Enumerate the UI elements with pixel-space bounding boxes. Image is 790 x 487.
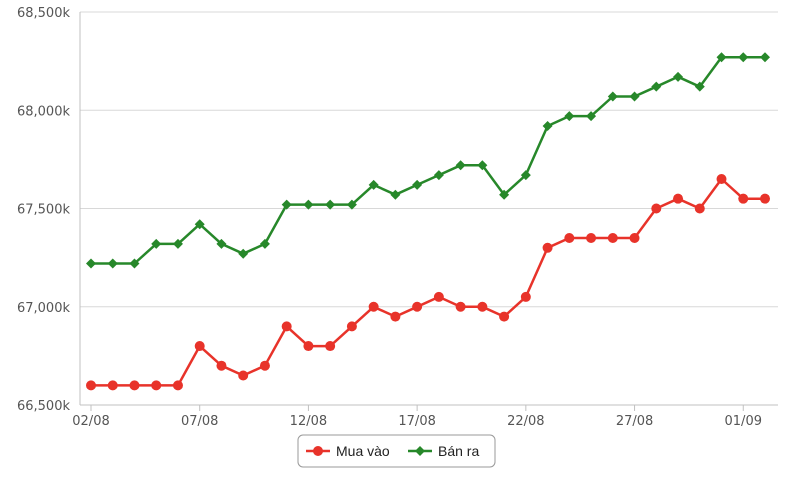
series-line-ban-ra (91, 55, 765, 265)
point-mua-vao (129, 380, 140, 391)
point-ban-ra (390, 189, 401, 200)
point-ban-ra (564, 111, 575, 122)
point-ban-ra (303, 199, 314, 210)
point-ban-ra (433, 170, 444, 181)
point-ban-ra (281, 199, 292, 210)
series-group (86, 52, 770, 391)
point-mua-vao (303, 341, 314, 352)
y-axis: 66,500k 67,000k 67,500k 68,000k 68,500k (17, 6, 81, 414)
y-tick-label: 67,500k (17, 203, 70, 218)
point-mua-vao (607, 232, 618, 243)
point-ban-ra (107, 258, 118, 269)
point-mua-vao (238, 370, 249, 381)
point-ban-ra (129, 258, 140, 269)
point-mua-vao (520, 291, 531, 302)
point-ban-ra (172, 238, 183, 249)
point-mua-vao (542, 242, 553, 253)
point-ban-ra (412, 179, 423, 190)
point-mua-vao (629, 232, 640, 243)
y-tick-label: 67,000k (17, 301, 70, 316)
point-ban-ra (259, 238, 270, 249)
point-mua-vao (694, 203, 705, 214)
point-mua-vao (172, 380, 183, 391)
point-ban-ra (499, 189, 510, 200)
x-tick-label: 22/08 (507, 414, 544, 429)
point-mua-vao (738, 193, 749, 204)
point-ban-ra (325, 199, 336, 210)
point-mua-vao (151, 380, 162, 391)
point-mua-vao (216, 360, 227, 371)
point-mua-vao (390, 311, 401, 322)
point-ban-ra (607, 91, 618, 102)
point-ban-ra (346, 199, 357, 210)
legend-label-ban-ra: Bán ra (438, 443, 479, 459)
point-ban-ra (216, 238, 227, 249)
x-tick-label: 02/08 (72, 414, 109, 429)
point-mua-vao (346, 321, 357, 332)
point-mua-vao (760, 193, 770, 204)
point-mua-vao (433, 291, 444, 302)
point-mua-vao (455, 301, 466, 312)
series-line-mua-vao (91, 177, 765, 387)
point-ban-ra (194, 219, 205, 230)
point-ban-ra (673, 71, 684, 82)
point-mua-vao (412, 301, 423, 312)
point-mua-vao (586, 232, 597, 243)
x-tick-label: 12/08 (290, 414, 327, 429)
point-ban-ra (629, 91, 640, 102)
legend-label-mua-vao: Mua vào (336, 443, 390, 459)
x-tick-label: 07/08 (181, 414, 218, 429)
point-mua-vao (107, 380, 118, 391)
point-ban-ra (651, 81, 662, 92)
point-ban-ra (760, 52, 770, 63)
point-mua-vao (259, 360, 270, 371)
point-mua-vao (325, 341, 336, 352)
legend-marker-mua-vao (313, 446, 323, 456)
point-ban-ra (716, 52, 727, 63)
point-mua-vao (86, 380, 96, 391)
y-tick-label: 66,500k (17, 399, 70, 414)
legend: Mua vào Bán ra (297, 434, 496, 468)
point-mua-vao (673, 193, 684, 204)
point-ban-ra (368, 179, 379, 190)
y-tick-label: 68,000k (17, 104, 70, 119)
point-ban-ra (520, 170, 531, 181)
point-mua-vao (499, 311, 510, 322)
x-axis: 02/08 07/08 12/08 17/08 22/08 27/08 01/09 (72, 404, 778, 429)
point-ban-ra (151, 238, 162, 249)
x-tick-label: 01/09 (725, 414, 762, 429)
point-ban-ra (586, 111, 597, 122)
legend-marker-ban-ra (415, 446, 425, 456)
point-mua-vao (716, 174, 727, 185)
point-ban-ra (542, 120, 553, 131)
grid-lines (80, 11, 778, 308)
point-mua-vao (194, 341, 205, 352)
x-tick-label: 27/08 (616, 414, 653, 429)
point-ban-ra (455, 160, 466, 171)
point-mua-vao (477, 301, 488, 312)
point-ban-ra (238, 248, 249, 259)
point-ban-ra (477, 160, 488, 171)
point-mua-vao (651, 203, 662, 214)
point-ban-ra (738, 52, 749, 63)
point-mua-vao (281, 321, 292, 332)
point-mua-vao (564, 232, 575, 243)
point-ban-ra (694, 81, 705, 92)
point-ban-ra (86, 258, 96, 269)
y-tick-label: 68,500k (17, 6, 70, 21)
legend-box (297, 434, 496, 468)
x-tick-label: 17/08 (398, 414, 435, 429)
point-mua-vao (368, 301, 379, 312)
